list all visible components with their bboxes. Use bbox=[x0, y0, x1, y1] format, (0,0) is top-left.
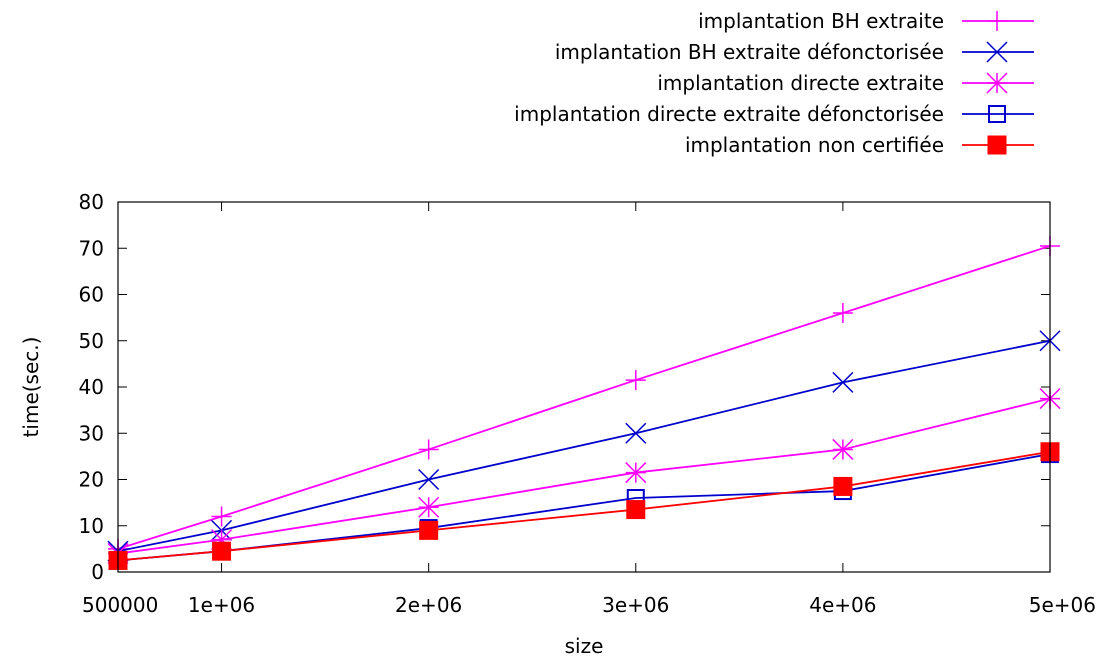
series-line bbox=[117, 339, 1051, 553]
legend-label: implantation directe extraite bbox=[657, 71, 944, 95]
legend-entry: implantation directe extraite défonctori… bbox=[514, 102, 1034, 126]
legend-entry: implantation directe extraite bbox=[657, 71, 1034, 95]
y-tick-label: 70 bbox=[79, 236, 104, 260]
series-2 bbox=[107, 330, 1061, 562]
series-3 bbox=[107, 388, 1061, 565]
series-line bbox=[117, 245, 1051, 550]
data-point bbox=[419, 520, 439, 540]
x-axis-label: size bbox=[565, 634, 604, 657]
data-point bbox=[626, 500, 646, 520]
y-tick-label: 60 bbox=[79, 283, 104, 307]
series-line bbox=[117, 397, 1051, 555]
data-point bbox=[418, 439, 439, 460]
y-tick-label: 80 bbox=[79, 190, 104, 214]
y-tick-label: 40 bbox=[79, 375, 104, 399]
legend-entry: implantation BH extraite bbox=[698, 9, 1034, 33]
data-point bbox=[211, 506, 232, 527]
data-point bbox=[988, 105, 1006, 123]
legend-label: implantation non certifiée bbox=[685, 133, 944, 157]
y-tick-label: 0 bbox=[91, 560, 104, 584]
y-tick-label: 30 bbox=[79, 421, 104, 445]
axis-ticks: 0 10 20 30 40 50 60 70 80 500000 1e+06 2e+06 3e+06 4e… bbox=[79, 190, 1096, 617]
series-layer bbox=[107, 235, 1061, 570]
x-tick-label: 5e+06 bbox=[1029, 593, 1096, 617]
legend-label: implantation BH extraite défonctorisée bbox=[555, 40, 944, 64]
data-point bbox=[986, 41, 1008, 63]
legend-label: implantation BH extraite bbox=[698, 9, 944, 33]
series-1 bbox=[108, 235, 1060, 559]
x-tick-label: 3e+06 bbox=[602, 593, 669, 617]
y-tick-label: 50 bbox=[79, 329, 104, 353]
data-point bbox=[418, 496, 440, 518]
legend: implantation BH extraite implantation BH … bbox=[514, 9, 1034, 157]
series-line bbox=[117, 453, 1051, 562]
data-point bbox=[211, 529, 233, 551]
data-point bbox=[833, 476, 853, 496]
plot-frame bbox=[117, 201, 1051, 573]
data-point bbox=[418, 468, 440, 491]
x-tick-label: 4e+06 bbox=[809, 593, 876, 617]
y-tick-label: 10 bbox=[79, 514, 104, 538]
data-point bbox=[832, 438, 854, 460]
x-tick-label: 1e+06 bbox=[188, 593, 255, 617]
data-point bbox=[987, 135, 1007, 155]
data-point bbox=[625, 462, 647, 484]
data-point bbox=[832, 303, 853, 323]
y-axis-label: time(sec.) bbox=[19, 337, 43, 438]
y-tick-label: 20 bbox=[79, 468, 104, 492]
data-point bbox=[986, 72, 1008, 94]
data-point bbox=[832, 371, 854, 393]
data-point bbox=[987, 11, 1007, 31]
series-line bbox=[117, 450, 1051, 562]
x-tick-label: 500000 bbox=[82, 593, 158, 617]
data-point bbox=[625, 370, 646, 391]
legend-entry: implantation BH extraite défonctorisée bbox=[555, 40, 1034, 64]
legend-entry: implantation non certifiée bbox=[685, 133, 1034, 157]
data-point bbox=[212, 541, 232, 561]
data-point bbox=[625, 422, 647, 444]
legend-label: implantation directe extraite défonctori… bbox=[514, 102, 944, 126]
x-tick-label: 2e+06 bbox=[395, 593, 462, 617]
